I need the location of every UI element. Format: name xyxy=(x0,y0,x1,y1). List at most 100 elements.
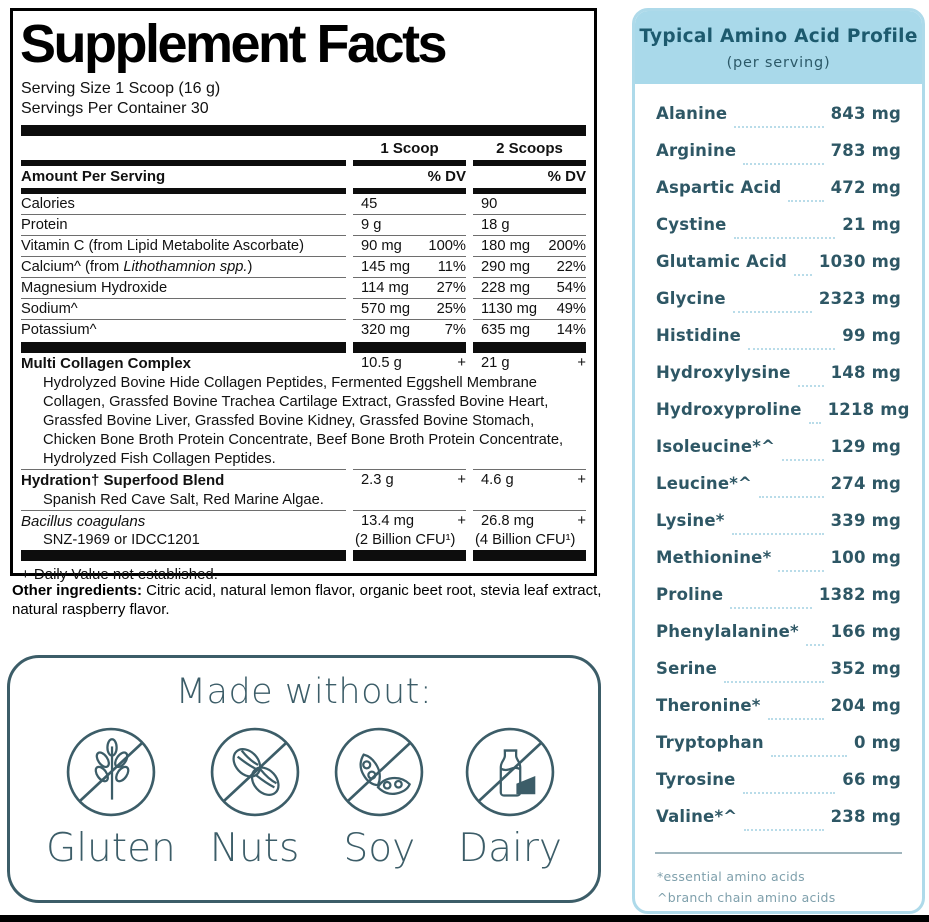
amount-2-scoops: 18 g xyxy=(481,217,510,233)
amino-acid-name: Hydroxyproline xyxy=(656,400,802,419)
nutrient-col2: 290 mg 22% xyxy=(473,256,586,277)
supplement-facts-title: Supplement Facts xyxy=(20,14,448,74)
dv-not-established: + xyxy=(577,513,586,529)
dv-1-scoop: 100% xyxy=(428,238,466,254)
amino-acid-value: 1382 mg xyxy=(818,585,901,604)
dot-leader xyxy=(767,718,824,720)
dot-leader xyxy=(788,200,824,202)
blend-label: Hydration† Superfood Blend xyxy=(21,469,346,491)
amino-acid-value: 166 mg xyxy=(830,622,901,641)
dv-1-scoop: 27% xyxy=(436,280,466,296)
amino-acid-row: Lysine* 339 mg xyxy=(656,511,901,548)
amino-acid-name: Proline xyxy=(656,585,724,604)
nutrient-col1: 9 g xyxy=(353,214,466,235)
serving-size: Serving Size 1 Scoop (16 g) xyxy=(21,80,221,97)
dv-2-scoops: 14% xyxy=(556,322,586,338)
amino-acid-name: Phenylalanine* xyxy=(656,622,799,641)
blend-row: Multi Collagen Complex 10.5 g +21 g + xyxy=(21,353,586,374)
amino-acid-row: Hydroxyproline 1218 mg xyxy=(656,400,909,437)
dot-leader xyxy=(744,829,824,831)
amino-acid-row: Aspartic Acid 472 mg xyxy=(656,178,901,215)
dot-leader xyxy=(782,459,824,461)
amino-acid-row: Phenylalanine* 166 mg xyxy=(656,622,901,659)
amino-acid-value: 2323 mg xyxy=(818,289,901,308)
branch-chain-footnote: ^branch chain amino acids xyxy=(657,890,836,905)
amount-1-scoop: 570 mg xyxy=(361,301,410,317)
essential-footnote: *essential amino acids xyxy=(657,869,805,884)
blend-col1: 13.4 mg + xyxy=(353,510,466,532)
made-without-item: Soy xyxy=(333,726,425,871)
daily-value-footnote: + Daily Value not established. xyxy=(21,566,218,583)
amount-1-scoop: 2.3 g xyxy=(361,472,394,488)
made-without-item: Gluten xyxy=(46,726,176,871)
dot-leader xyxy=(805,644,824,646)
cfu-1-scoop: (2 Billion CFU¹) xyxy=(355,532,456,548)
amino-acid-list: Alanine 843 mg Arginine 783 mg Aspartic Acid… xyxy=(635,84,922,844)
dv-not-established: + xyxy=(577,472,586,488)
amino-panel-header: Typical Amino Acid Profile (per serving) xyxy=(635,11,922,84)
blend-table: Multi Collagen Complex 10.5 g +21 g + Hydrol… xyxy=(21,353,586,548)
amount-2-scoops: 290 mg xyxy=(481,259,530,275)
amino-acid-row: Proline 1382 mg xyxy=(656,585,901,622)
amount-1-scoop: 320 mg xyxy=(361,322,410,338)
nutrient-col1: 114 mg 27% xyxy=(353,277,466,298)
amino-acid-value: 1030 mg xyxy=(818,252,901,271)
nutrient-col2: 180 mg 200% xyxy=(473,235,586,256)
divider-segments-thick xyxy=(21,550,586,561)
no-dairy-icon xyxy=(465,727,555,817)
amount-1-scoop: 9 g xyxy=(361,217,382,233)
blend-row: Bacillus coagulans 13.4 mg +26.8 mg + xyxy=(21,510,586,532)
nutrient-label: Calories xyxy=(21,196,75,212)
dot-leader xyxy=(759,496,824,498)
blend-col1: 2.3 g + xyxy=(353,469,466,491)
amino-acid-name: Aspartic Acid xyxy=(656,178,782,197)
no-soy-icon xyxy=(335,727,424,817)
amino-acid-name: Histidine xyxy=(656,326,742,345)
nutrient-col1: 145 mg 11% xyxy=(353,256,466,277)
amount-per-serving-label: Amount Per Serving xyxy=(21,168,166,185)
other-ingredients-label: Other ingredients: xyxy=(12,582,143,599)
made-without-label: Soy xyxy=(343,826,416,871)
amino-acid-name: Theronine* xyxy=(656,696,761,715)
divider-segments-thick xyxy=(21,342,586,353)
nutrient-label: Protein xyxy=(21,214,346,235)
amount-2-scoops: 90 xyxy=(481,196,498,212)
made-without-label: Nuts xyxy=(209,826,300,871)
amino-acid-row: Serine 352 mg xyxy=(656,659,901,696)
amount-1-scoop: 13.4 mg xyxy=(361,513,415,529)
amino-acid-row: Alanine 843 mg xyxy=(656,104,901,141)
nutrient-label: Sodium^ xyxy=(21,298,346,319)
blend-subrow: SNZ-1969 or IDCC1201 (2 Billion CFU¹) (4 B… xyxy=(21,532,586,548)
dot-leader xyxy=(732,311,812,313)
nutrient-row: Vitamin C (from Lipid Metabolite Ascorba… xyxy=(21,235,586,256)
dot-leader xyxy=(743,163,824,165)
no-gluten-icon xyxy=(66,727,156,817)
amino-acid-name: Hydroxylysine xyxy=(656,363,791,382)
amino-acid-row: Methionine* 100 mg xyxy=(656,548,901,585)
amino-acid-value: 352 mg xyxy=(830,659,901,678)
made-without-label: Gluten xyxy=(46,826,176,871)
amino-acid-value: 129 mg xyxy=(830,437,901,456)
amount-2-scoops: 228 mg xyxy=(481,280,530,296)
blend-description: Spanish Red Cave Salt, Red Marine Algae. xyxy=(43,492,324,508)
amount-1-scoop: 45 xyxy=(361,196,378,212)
amino-acid-name: Cystine xyxy=(656,215,727,234)
blend-col2: 4.6 g + xyxy=(473,469,586,491)
dv-not-established: + xyxy=(457,472,466,488)
nutrient-row: Protein 9 g 18 g xyxy=(21,214,586,235)
amino-acid-row: Glutamic Acid 1030 mg xyxy=(656,252,901,289)
dot-leader xyxy=(731,533,824,535)
bottom-border-bar xyxy=(0,915,929,922)
amount-2-scoops: 1130 mg xyxy=(481,301,538,317)
amino-acid-name: Glycine xyxy=(656,289,726,308)
dv-2-scoops: 49% xyxy=(556,301,586,317)
amino-acid-row: Theronine* 204 mg xyxy=(656,696,901,733)
amino-acid-value: 21 mg xyxy=(842,215,901,234)
amino-acid-panel: Typical Amino Acid Profile (per serving)… xyxy=(632,8,925,914)
amino-acid-row: Histidine 99 mg xyxy=(656,326,901,363)
amount-2-scoops: 21 g xyxy=(481,355,510,371)
dv-1-scoop: 11% xyxy=(437,259,466,275)
made-without-item: Nuts xyxy=(209,726,301,871)
amino-acid-value: 66 mg xyxy=(842,770,901,789)
dot-leader xyxy=(808,422,821,424)
